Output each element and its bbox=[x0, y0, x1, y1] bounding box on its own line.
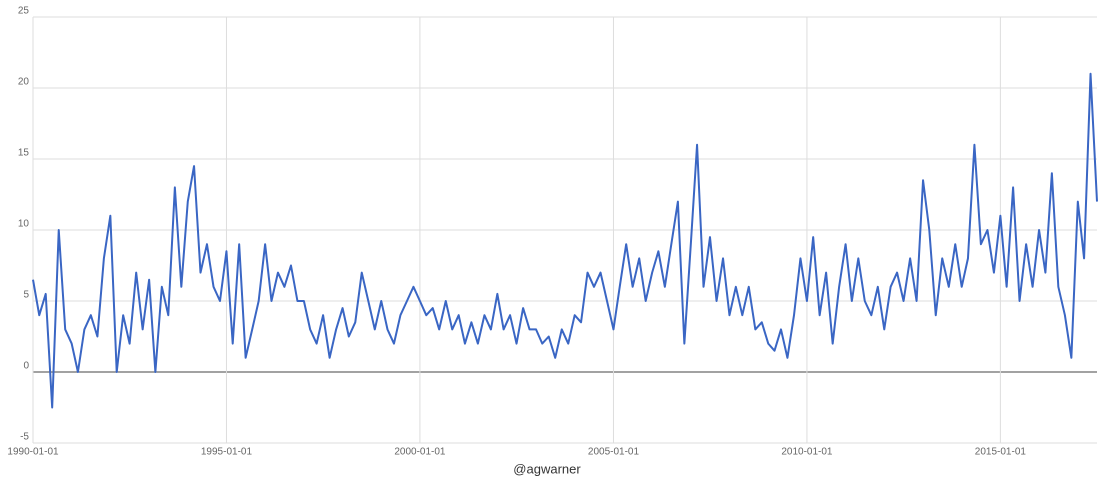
y-tick-label: 10 bbox=[18, 219, 30, 230]
y-tick-label: 20 bbox=[18, 77, 30, 88]
y-tick-label: 15 bbox=[18, 148, 30, 159]
x-tick-label: 2010-01-01 bbox=[781, 447, 833, 458]
x-tick-label: 2000-01-01 bbox=[394, 447, 446, 458]
data-line bbox=[32, 72, 1098, 409]
x-axis-label: @agwarner bbox=[513, 461, 581, 476]
y-tick-label: 0 bbox=[23, 361, 29, 372]
x-tick-label: 2015-01-01 bbox=[975, 447, 1027, 458]
y-tick-label: 5 bbox=[23, 290, 29, 301]
y-tick-label: 25 bbox=[18, 6, 30, 17]
x-tick-label: 1995-01-01 bbox=[201, 447, 253, 458]
x-tick-label: 2005-01-01 bbox=[588, 447, 640, 458]
x-tick-label: 1990-01-01 bbox=[7, 447, 59, 458]
y-tick-label: -5 bbox=[20, 432, 29, 443]
